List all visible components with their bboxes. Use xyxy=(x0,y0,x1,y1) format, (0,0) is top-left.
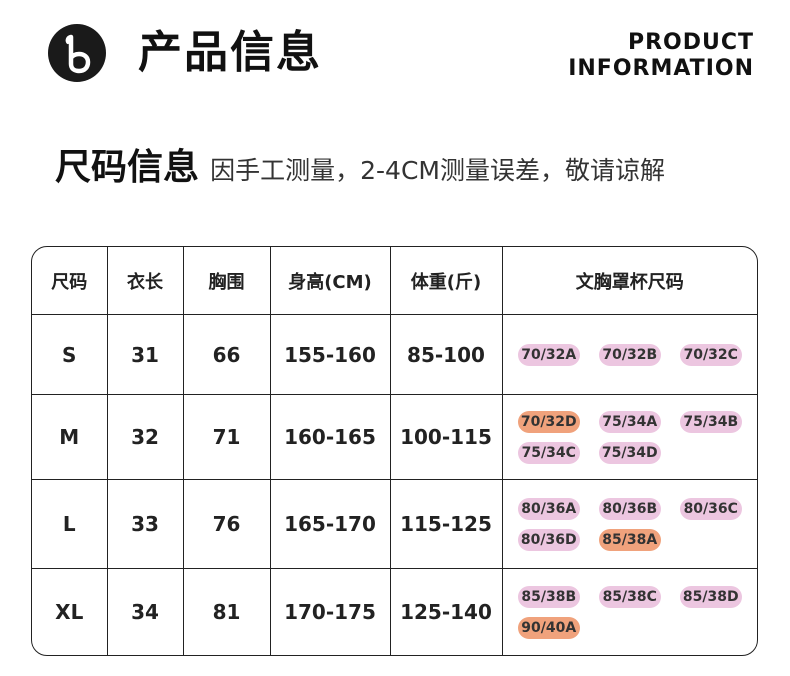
cell-cups: 85/38B 85/38C 85/38D 90/40A xyxy=(501,568,758,655)
english-title-line-1: PRODUCT xyxy=(627,30,754,55)
cell-bust: 71 xyxy=(182,394,271,481)
size-heading-note: 因手工测量，2-4CM测量误差，敬请谅解 xyxy=(210,156,665,185)
cup-badge: 75/34B xyxy=(679,410,742,433)
cup-badge-highlight: 90/40A xyxy=(517,616,580,639)
page-title: 产品信息 xyxy=(138,27,322,78)
header-weight: 体重(斤) xyxy=(389,247,503,316)
brand-logo-icon xyxy=(48,24,106,82)
cup-list: 70/32D 75/34A 75/34B 75/34C 75/34D xyxy=(503,410,758,464)
table-row: XL 34 81 170-175 125-140 85/38B 85/38C 8… xyxy=(32,568,758,655)
cell-height: 165-170 xyxy=(269,479,391,570)
cell-cups: 70/32D 75/34A 75/34B 75/34C 75/34D xyxy=(501,394,758,481)
header-cup-size: 文胸罩杯尺码 xyxy=(501,247,757,316)
cup-badge: 85/38B xyxy=(517,585,580,608)
cell-bust: 66 xyxy=(182,314,271,396)
cup-badge: 85/38C xyxy=(598,585,661,608)
cell-cups: 80/36A 80/36B 80/36C 80/36D 85/38A xyxy=(501,479,758,570)
header-size: 尺码 xyxy=(32,247,108,316)
header-bust: 胸围 xyxy=(182,247,271,316)
cup-badge: 85/38D xyxy=(679,585,742,608)
cell-length: 34 xyxy=(106,568,184,655)
cell-weight: 125-140 xyxy=(389,568,503,655)
cell-weight: 100-115 xyxy=(389,394,503,481)
cup-list: 70/32A 70/32B 70/32C xyxy=(503,343,758,366)
cell-size: XL xyxy=(32,568,108,655)
table-row: L 33 76 165-170 115-125 80/36A 80/36B 80… xyxy=(32,479,758,570)
english-title: PRODUCT INFORMATION xyxy=(568,30,754,82)
table-row: M 32 71 160-165 100-115 70/32D 75/34A 75… xyxy=(32,394,758,481)
english-title-line-2: INFORMATION xyxy=(568,56,754,81)
cell-weight: 85-100 xyxy=(389,314,503,396)
cell-size: S xyxy=(32,314,108,396)
cell-size: L xyxy=(32,479,108,570)
cell-height: 160-165 xyxy=(269,394,391,481)
cell-height: 155-160 xyxy=(269,314,391,396)
header-height: 身高(CM) xyxy=(269,247,391,316)
cup-badge: 80/36B xyxy=(598,497,661,520)
cell-size: M xyxy=(32,394,108,481)
cell-bust: 76 xyxy=(182,479,271,570)
cup-badge: 80/36A xyxy=(517,497,580,520)
table-header-row: 尺码 衣长 胸围 身高(CM) 体重(斤) 文胸罩杯尺码 xyxy=(32,247,757,316)
cup-badge-highlight: 85/38A xyxy=(598,528,661,551)
table-row: S 31 66 155-160 85-100 70/32A 70/32B 70/… xyxy=(32,314,758,396)
cup-badge: 80/36D xyxy=(517,528,580,551)
cell-length: 32 xyxy=(106,394,184,481)
cup-badge: 75/34C xyxy=(517,441,580,464)
cell-cups: 70/32A 70/32B 70/32C xyxy=(501,314,758,396)
cup-badge: 70/32C xyxy=(679,343,742,366)
cup-badge: 75/34D xyxy=(598,441,661,464)
size-heading-title: 尺码信息 xyxy=(55,147,200,188)
cell-length: 31 xyxy=(106,314,184,396)
cup-badge: 70/32B xyxy=(598,343,661,366)
size-table: 尺码 衣长 胸围 身高(CM) 体重(斤) 文胸罩杯尺码 S 31 66 155… xyxy=(31,246,758,656)
header-length: 衣长 xyxy=(106,247,184,316)
cell-length: 33 xyxy=(106,479,184,570)
cup-list: 85/38B 85/38C 85/38D 90/40A xyxy=(503,585,758,639)
cell-height: 170-175 xyxy=(269,568,391,655)
size-section-heading: 尺码信息 因手工测量，2-4CM测量误差，敬请谅解 xyxy=(55,138,665,190)
cup-badge: 70/32A xyxy=(517,343,580,366)
cell-weight: 115-125 xyxy=(389,479,503,570)
cup-list: 80/36A 80/36B 80/36C 80/36D 85/38A xyxy=(503,497,758,551)
cup-badge: 80/36C xyxy=(679,497,742,520)
cell-bust: 81 xyxy=(182,568,271,655)
cup-badge-highlight: 70/32D xyxy=(517,410,580,433)
cup-badge: 75/34A xyxy=(598,410,661,433)
